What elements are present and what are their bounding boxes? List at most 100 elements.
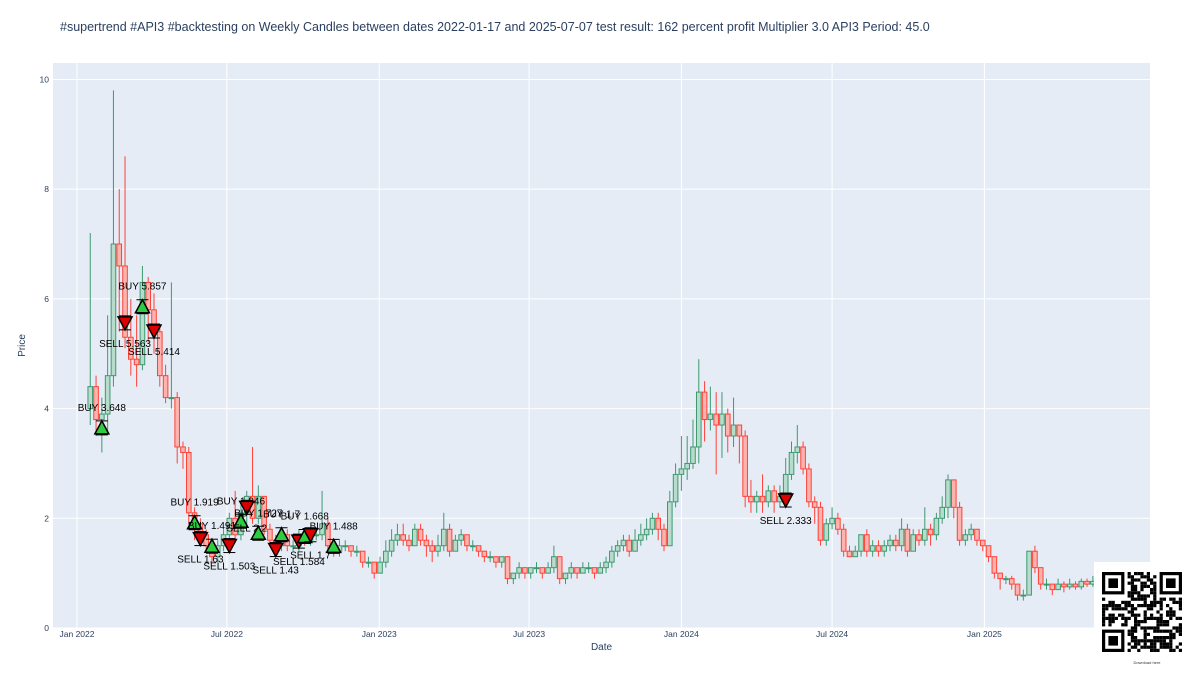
candle-body <box>823 523 830 541</box>
candle <box>690 419 696 469</box>
candle-body <box>701 391 708 421</box>
candle-body <box>168 397 175 400</box>
qr-module <box>1169 610 1173 614</box>
candle-body <box>840 528 847 552</box>
x-tick-label: Jan 2025 <box>967 629 1002 639</box>
candle-body <box>585 567 592 570</box>
x-tick-label: Jan 2024 <box>664 629 699 639</box>
candle-body <box>267 528 273 541</box>
candle-body <box>695 391 702 448</box>
candle-body <box>736 424 743 437</box>
qr-module <box>1162 645 1166 649</box>
qr-module <box>1127 604 1131 608</box>
qr-module <box>1178 632 1182 636</box>
qr-module <box>1169 645 1173 649</box>
qr-module <box>1146 607 1150 611</box>
qr-module <box>1127 610 1131 614</box>
candle <box>157 326 163 387</box>
sell-marker <box>221 538 238 555</box>
qr-module <box>1150 607 1154 611</box>
qr-module <box>1159 616 1163 620</box>
qr-code[interactable] <box>1094 562 1200 675</box>
candle <box>365 556 372 568</box>
candle-body <box>359 550 366 563</box>
qr-module <box>1159 636 1163 640</box>
qr-module <box>1124 620 1128 624</box>
candle <box>1032 545 1038 574</box>
qr-module <box>1150 578 1154 582</box>
qr-module <box>1108 620 1112 624</box>
candle-body <box>406 539 412 547</box>
candle <box>510 572 517 585</box>
qr-module <box>1153 584 1157 588</box>
candle-body <box>962 534 969 541</box>
candle <box>950 479 957 519</box>
signal-label: BUY 1.7 <box>263 510 300 521</box>
candle-body <box>1072 583 1079 588</box>
candle <box>939 496 945 524</box>
qr-module <box>1111 604 1115 608</box>
candle <box>632 529 638 552</box>
candle-body <box>852 550 859 558</box>
candle-body <box>481 550 488 558</box>
candle-body <box>753 495 760 503</box>
candle-body <box>412 528 418 547</box>
qr-module <box>1143 616 1147 620</box>
qr-module <box>1166 623 1170 627</box>
candle <box>568 562 575 579</box>
candle-body <box>603 561 609 569</box>
candle-body <box>759 495 766 503</box>
qr-module <box>1146 604 1150 608</box>
qr-module <box>1172 610 1176 614</box>
candle <box>985 545 992 563</box>
candle-body <box>128 336 134 360</box>
candle-body <box>371 561 378 574</box>
signal-label: BUY 5.857 <box>118 282 167 293</box>
candle-body <box>1061 583 1067 588</box>
candle <box>1003 575 1009 585</box>
y-tick-label: 8 <box>44 184 49 194</box>
qr-module <box>1166 613 1170 617</box>
qr-module <box>1130 591 1134 595</box>
candle-body <box>87 386 94 410</box>
candle <box>962 529 969 546</box>
qr-module <box>1172 632 1176 636</box>
candle-body <box>875 545 882 552</box>
candle-body <box>1037 567 1044 585</box>
qr-module <box>1102 613 1106 617</box>
qr-module <box>1127 572 1131 576</box>
qr-module <box>1153 600 1157 604</box>
x-axis-title: Date <box>591 642 613 653</box>
qr-module <box>1127 591 1131 595</box>
axis-ticks: 0 2 4 6 8 10 Jan 2022 Jul 2022 Jan 2023 Jul 2023 J… <box>40 74 1003 639</box>
candle-body <box>922 528 928 541</box>
candle <box>469 540 476 552</box>
sell-marker <box>302 527 319 544</box>
qr-module <box>1121 623 1125 627</box>
candle-body <box>452 539 459 552</box>
qr-module <box>1153 642 1157 646</box>
qr-module <box>1159 604 1163 608</box>
qr-module <box>1143 581 1147 585</box>
qr-module <box>1137 578 1141 582</box>
candle-body <box>354 550 360 553</box>
qr-module <box>1146 575 1150 579</box>
qr-module <box>1159 639 1163 643</box>
candle <box>516 562 522 579</box>
candle <box>1078 578 1085 590</box>
qr-module <box>1143 575 1147 579</box>
qr-module <box>1150 626 1154 630</box>
qr-module <box>1175 616 1179 620</box>
candle-body <box>464 534 470 547</box>
candle <box>858 534 864 557</box>
qr-module <box>1130 584 1134 588</box>
candle <box>487 551 493 563</box>
qr-module <box>1134 636 1138 640</box>
candle-body <box>788 451 795 475</box>
candle <box>539 567 546 579</box>
qr-module <box>1162 639 1166 643</box>
candle <box>736 424 743 464</box>
qr-module <box>1150 600 1154 604</box>
candle <box>139 265 146 371</box>
buy-signal: BUY 5.857 <box>118 282 167 315</box>
